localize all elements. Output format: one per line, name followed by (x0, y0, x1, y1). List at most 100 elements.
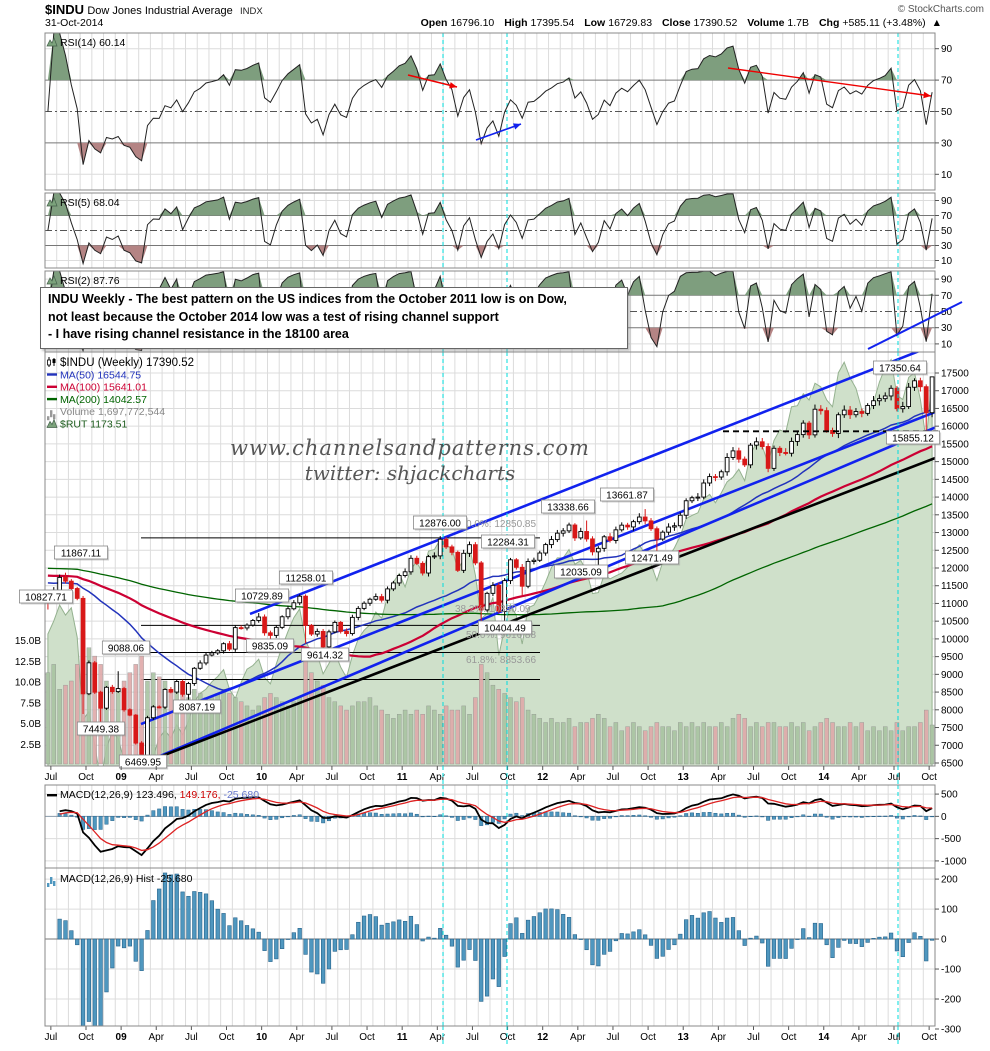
chg-up-arrow-icon: ▲ (931, 17, 942, 29)
svg-text:14000: 14000 (941, 493, 969, 504)
svg-text:30: 30 (941, 138, 953, 149)
svg-text:90: 90 (941, 275, 953, 286)
macd-signal-line (59, 796, 933, 852)
rsi2-panel-axis: 90 70 50 30 10 (935, 275, 953, 350)
svg-text:RSI(5) 68.04: RSI(5) 68.04 (60, 197, 120, 209)
svg-text:90: 90 (941, 44, 953, 55)
rsi-annotation-arrows (407, 67, 963, 350)
annotation-line: not least because the October 2014 low w… (48, 309, 499, 324)
macd-hist-bars (57, 872, 935, 1027)
svg-text:11258.01: 11258.01 (286, 574, 327, 585)
svg-text:17350.64: 17350.64 (879, 364, 921, 375)
svg-text:8000: 8000 (941, 705, 964, 716)
svg-text:12284.31: 12284.31 (487, 538, 529, 549)
svg-text:Jul: Jul (326, 1032, 339, 1043)
svg-text:12500: 12500 (941, 546, 969, 557)
svg-text:500: 500 (941, 790, 958, 801)
svg-text:12: 12 (537, 772, 549, 783)
svg-text:9835.09: 9835.09 (252, 642, 289, 653)
rsi14-panel-legend: RSI(14) 60.14 (46, 37, 126, 49)
svg-text:$INDU (Weekly) 17390.52: $INDU (Weekly) 17390.52 (60, 357, 194, 369)
svg-text:Oct: Oct (78, 1032, 94, 1043)
svg-text:Apr: Apr (570, 772, 586, 783)
svg-text:Oct: Oct (640, 772, 656, 783)
svg-text:16500: 16500 (941, 404, 969, 415)
svg-text:15500: 15500 (941, 439, 969, 450)
svg-text:10404.49: 10404.49 (484, 624, 526, 635)
macd-panel-grid (44, 785, 936, 868)
chart-date: 31-Oct-2014 (45, 17, 104, 29)
svg-text:17500: 17500 (941, 368, 969, 379)
svg-text:8500: 8500 (941, 688, 964, 699)
ohlc-high-label: High (504, 17, 528, 29)
svg-text:9000: 9000 (941, 670, 964, 681)
svg-text:-500: -500 (941, 834, 961, 845)
svg-text:-200: -200 (941, 995, 961, 1006)
svg-text:9614.32: 9614.32 (307, 651, 344, 662)
svg-text:Apr: Apr (711, 772, 727, 783)
svg-text:12000: 12000 (941, 563, 969, 574)
annotation-text-box: INDU Weekly - The best pattern on the US… (40, 287, 628, 349)
svg-text:09: 09 (116, 1032, 128, 1043)
svg-text:Jul: Jul (44, 1032, 57, 1043)
ohlc-high-value: 17395.54 (530, 17, 575, 29)
annotation-line: - I have rising channel resistance in th… (48, 327, 349, 341)
ticker-symbol: $INDU (45, 2, 85, 17)
channel-trendline (140, 410, 935, 726)
svg-text:Apr: Apr (148, 772, 164, 783)
svg-text:Apr: Apr (570, 1032, 586, 1043)
svg-text:Apr: Apr (148, 1032, 164, 1043)
svg-text:13338.66: 13338.66 (547, 503, 589, 514)
chart-title: $INDU Dow Jones Industrial Average INDX (45, 2, 263, 17)
svg-text:70: 70 (941, 211, 953, 222)
svg-text:200: 200 (941, 875, 958, 886)
rsi5-panel-axis: 90 70 50 30 10 (935, 196, 953, 267)
svg-text:15855.12: 15855.12 (892, 434, 934, 445)
fib-label: 50.0%: 9616.88 (466, 630, 536, 641)
ticker-exchange: INDX (240, 6, 263, 17)
svg-text:10: 10 (941, 339, 953, 350)
svg-text:Oct: Oct (500, 772, 516, 783)
svg-text:Jul: Jul (888, 772, 901, 783)
svg-text:Apr: Apr (851, 772, 867, 783)
svg-text:Jul: Jul (466, 1032, 479, 1043)
channel-trendline (249, 352, 921, 616)
svg-text:Jul: Jul (185, 1032, 198, 1043)
svg-text:70: 70 (941, 76, 953, 87)
svg-text:10: 10 (941, 170, 953, 181)
date-axis-lower: Jul Oct 09 Apr Jul Oct 10 Apr Jul Oct 11 Apr Jul Oct 1… (44, 1026, 937, 1046)
svg-text:-100: -100 (941, 965, 961, 976)
svg-text:11867.11: 11867.11 (61, 549, 102, 560)
svg-text:17000: 17000 (941, 386, 969, 397)
svg-text:15.0B: 15.0B (15, 636, 41, 647)
svg-text:Jul: Jul (185, 772, 198, 783)
svg-text:13: 13 (678, 772, 690, 783)
svg-text:10.0B: 10.0B (15, 678, 41, 689)
candlesticks (45, 376, 935, 765)
rsi14-panel-axis: 90 70 50 30 10 (935, 44, 953, 181)
svg-text:MA(50) 16544.75: MA(50) 16544.75 (60, 369, 141, 381)
rsi5-panel-oversold-fill (47, 245, 933, 264)
svg-text:0: 0 (941, 935, 947, 946)
date-axis-upper: Jul Oct 09 Apr Jul Oct 10 Apr Jul Oct 11 Apr Jul Oct 1… (44, 766, 937, 785)
rsi14-panel-overbought-fill (47, 33, 933, 81)
svg-text:12.5B: 12.5B (15, 657, 41, 668)
ohlc-volume-label: Volume (747, 17, 785, 29)
svg-text:Apr: Apr (289, 1032, 305, 1043)
channel-trendline (140, 426, 935, 766)
svg-text:RSI(2) 87.76: RSI(2) 87.76 (60, 275, 120, 287)
svg-text:70: 70 (941, 291, 953, 302)
svg-text:Jul: Jul (326, 772, 339, 783)
svg-text:Oct: Oct (359, 772, 375, 783)
svg-text:15000: 15000 (941, 457, 969, 468)
svg-text:12: 12 (537, 1032, 549, 1043)
ohlc-open-value: 16796.10 (450, 17, 495, 29)
svg-text:7449.38: 7449.38 (83, 725, 120, 736)
svg-text:Oct: Oct (219, 1032, 235, 1043)
annotation-line: INDU Weekly - The best pattern on the US… (48, 292, 567, 306)
svg-text:Apr: Apr (289, 772, 305, 783)
rsi5-panel-overbought-fill (47, 193, 933, 216)
ticker-name: Dow Jones Industrial Average (87, 5, 233, 17)
svg-text:14: 14 (818, 772, 830, 783)
svg-text:14500: 14500 (941, 475, 969, 486)
